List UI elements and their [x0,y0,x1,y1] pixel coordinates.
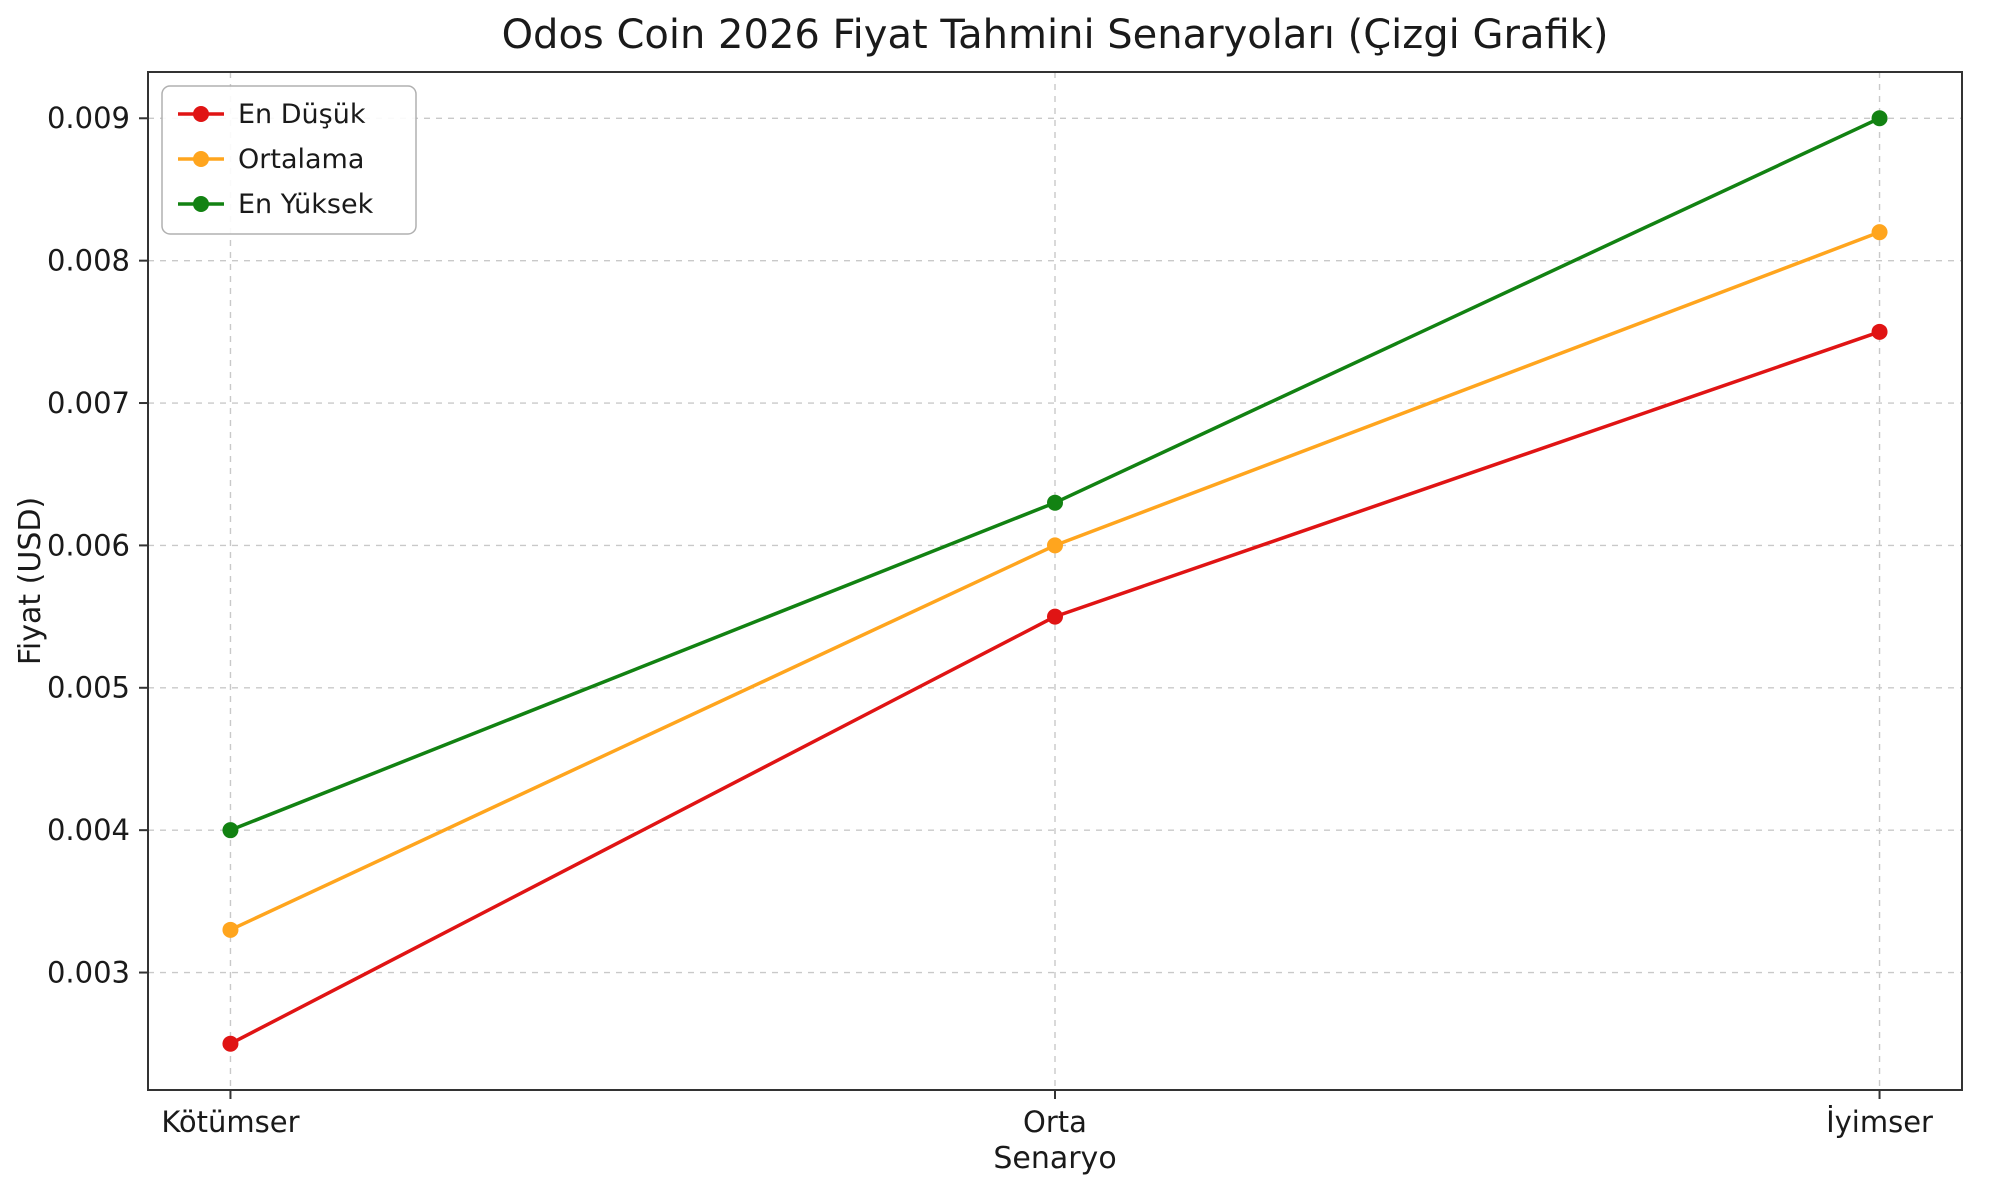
x-axis-label: Senaryo [993,1141,1116,1176]
legend-marker [193,196,209,212]
legend-marker [193,106,209,122]
y-tick-label: 0.007 [47,386,130,420]
legend-marker [193,151,209,167]
x-tick-label: Orta [1023,1105,1087,1139]
legend-box [161,85,417,235]
x-tick-label: İyimser [1826,1105,1933,1139]
data-point [1047,537,1063,554]
y-tick-label: 0.009 [47,101,130,135]
y-tick-label: 0.004 [47,813,130,847]
chart-title: Odos Coin 2026 Fiyat Tahmini Senaryoları… [502,12,1609,58]
data-point [1047,494,1063,511]
y-tick-label: 0.003 [47,955,130,989]
legend-label: Ortalama [238,144,364,175]
data-point [222,921,239,938]
data-point [1047,608,1063,625]
legend-label: En Yüksek [238,189,374,220]
y-tick-label: 0.005 [47,671,130,705]
y-tick-label: 0.006 [47,528,130,562]
x-tick-label: Kötümser [161,1105,299,1139]
y-axis-label: Fiyat (USD) [13,497,48,665]
legend-label: En Düşük [238,99,366,130]
data-point [1871,224,1888,241]
data-point [1871,110,1888,127]
data-point [1871,323,1888,340]
y-tick-label: 0.008 [47,244,130,278]
data-point [222,822,239,839]
data-point [222,1035,239,1052]
